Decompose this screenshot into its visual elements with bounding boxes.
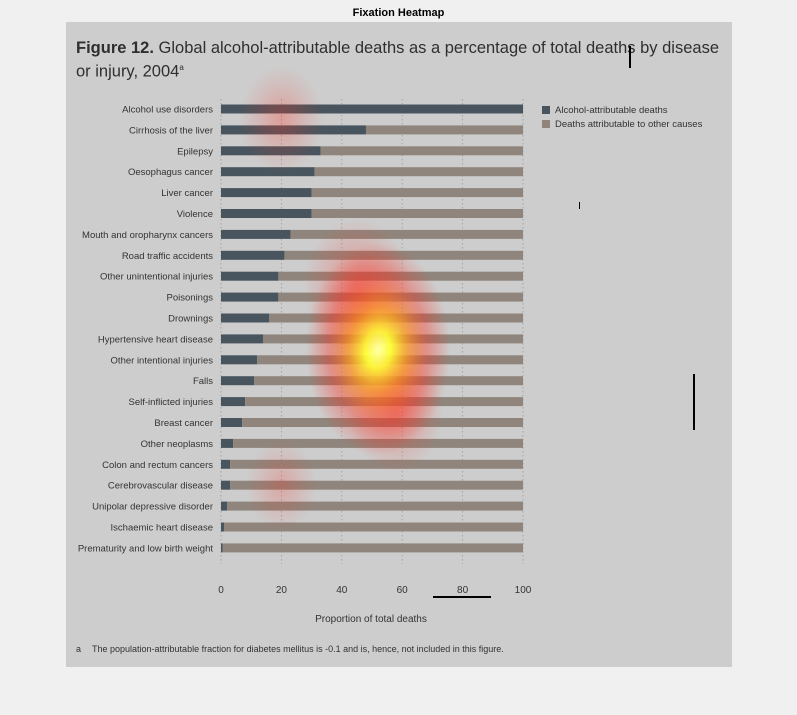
- bar-alcohol-8: [221, 271, 279, 281]
- bar-other-21: [222, 543, 523, 553]
- category-label-20: Ischaemic heart disease: [111, 523, 213, 534]
- bar-alcohol-19: [221, 501, 228, 511]
- category-label-5: Violence: [177, 209, 213, 220]
- x-tick-60: 60: [397, 585, 409, 596]
- bar-chart: Alcohol use disorders Cirrhosis of the li…: [78, 99, 703, 625]
- bar-other-13: [254, 376, 523, 386]
- figure-caption: Figure 12. Global alcohol-attributable d…: [76, 38, 726, 82]
- bar-alcohol-3: [221, 167, 315, 177]
- bar-other-9: [278, 292, 523, 302]
- bar-other-7: [284, 250, 523, 260]
- bar-other-17: [230, 459, 523, 469]
- category-label-6: Mouth and oropharynx cancers: [82, 230, 213, 241]
- bar-other-4: [311, 188, 523, 198]
- bar-alcohol-15: [221, 418, 243, 427]
- bar-alcohol-9: [221, 292, 279, 302]
- bar-alcohol-18: [221, 480, 231, 490]
- marker-line-right: [693, 374, 695, 430]
- category-labels: Alcohol use disorders Cirrhosis of the li…: [78, 105, 214, 555]
- category-label-17: Colon and rectum cancers: [102, 460, 213, 471]
- bar-other-12: [257, 355, 523, 365]
- footnote: a The population-attributable fraction fo…: [76, 644, 716, 654]
- category-label-13: Falls: [193, 376, 213, 387]
- legend: Alcohol-attributable deaths Deaths attri…: [542, 105, 703, 130]
- x-tick-80: 80: [457, 585, 469, 596]
- bar-alcohol-17: [221, 459, 231, 469]
- figure-panel: Figure 12. Global alcohol-attributable d…: [66, 22, 732, 667]
- bar-alcohol-1: [221, 125, 366, 135]
- x-tick-40: 40: [336, 585, 348, 596]
- bar-other-10: [269, 313, 523, 323]
- x-tick-labels: 0 20 40 60 80 100: [218, 585, 532, 596]
- x-tick-0: 0: [218, 585, 224, 596]
- bar-other-20: [224, 522, 523, 532]
- marker-line-bottom: [433, 596, 491, 598]
- category-label-7: Road traffic accidents: [122, 251, 213, 262]
- bar-other-2: [320, 146, 523, 156]
- x-tick-20: 20: [276, 585, 288, 596]
- bar-alcohol-2: [221, 146, 321, 156]
- bar-other-11: [263, 334, 523, 344]
- legend-label-other: Deaths attributable to other causes: [555, 119, 703, 130]
- category-label-14: Self-inflicted injuries: [129, 397, 214, 408]
- category-label-3: Oesophagus cancer: [128, 167, 213, 178]
- bars: [221, 104, 524, 553]
- bar-alcohol-10: [221, 313, 270, 323]
- category-label-2: Epilepsy: [177, 146, 213, 157]
- bar-other-1: [365, 125, 523, 135]
- bar-other-19: [227, 501, 524, 511]
- bar-other-5: [311, 209, 523, 218]
- bar-alcohol-12: [221, 355, 258, 365]
- bar-other-8: [278, 271, 523, 281]
- figure-caption-text: Global alcohol-attributable deaths as a …: [76, 39, 719, 81]
- bar-alcohol-0: [221, 104, 523, 114]
- bar-other-6: [290, 229, 523, 239]
- x-tick-100: 100: [515, 585, 532, 596]
- legend-swatch-other: [542, 120, 550, 128]
- bar-alcohol-16: [221, 438, 234, 448]
- category-label-16: Other neoplasms: [141, 439, 214, 450]
- category-label-19: Unipolar depressive disorder: [92, 502, 213, 513]
- bar-alcohol-11: [221, 334, 264, 344]
- bar-alcohol-7: [221, 250, 285, 260]
- bar-alcohol-13: [221, 376, 255, 386]
- x-axis-label: Proportion of total deaths: [315, 614, 427, 625]
- bar-other-3: [314, 167, 523, 177]
- category-label-11: Hypertensive heart disease: [98, 334, 213, 345]
- heatmap-title: Fixation Heatmap: [352, 7, 445, 19]
- marker-line-small: [579, 202, 580, 209]
- legend-label-alcohol: Alcohol-attributable deaths: [555, 105, 668, 116]
- footnote-text: The population-attributable fraction for…: [92, 644, 504, 654]
- category-label-4: Liver cancer: [161, 188, 213, 199]
- category-label-8: Other unintentional injuries: [100, 272, 213, 283]
- category-label-12: Other intentional injuries: [111, 355, 214, 366]
- footnote-mark: a: [76, 644, 82, 654]
- legend-swatch-alcohol: [542, 106, 550, 114]
- bar-alcohol-14: [221, 397, 246, 407]
- bar-alcohol-6: [221, 229, 291, 239]
- bar-other-15: [242, 418, 523, 427]
- bar-alcohol-4: [221, 188, 312, 198]
- caption-footnote-mark: a: [179, 63, 184, 72]
- category-label-18: Cerebrovascular disease: [108, 481, 213, 492]
- bar-other-16: [233, 438, 523, 448]
- bar-other-14: [245, 397, 523, 407]
- bar-other-18: [230, 480, 523, 490]
- category-label-10: Drownings: [168, 314, 213, 325]
- category-label-1: Cirrhosis of the liver: [129, 125, 213, 136]
- bar-alcohol-5: [221, 209, 312, 218]
- figure-label: Figure 12.: [76, 39, 154, 57]
- bar-alcohol-20: [221, 522, 225, 532]
- marker-line-top: [629, 46, 631, 68]
- bar-alcohol-21: [221, 543, 223, 553]
- category-label-9: Poisonings: [167, 293, 214, 304]
- category-label-0: Alcohol use disorders: [122, 105, 213, 116]
- category-label-21: Prematurity and low birth weight: [78, 543, 214, 554]
- category-label-15: Breast cancer: [154, 418, 213, 429]
